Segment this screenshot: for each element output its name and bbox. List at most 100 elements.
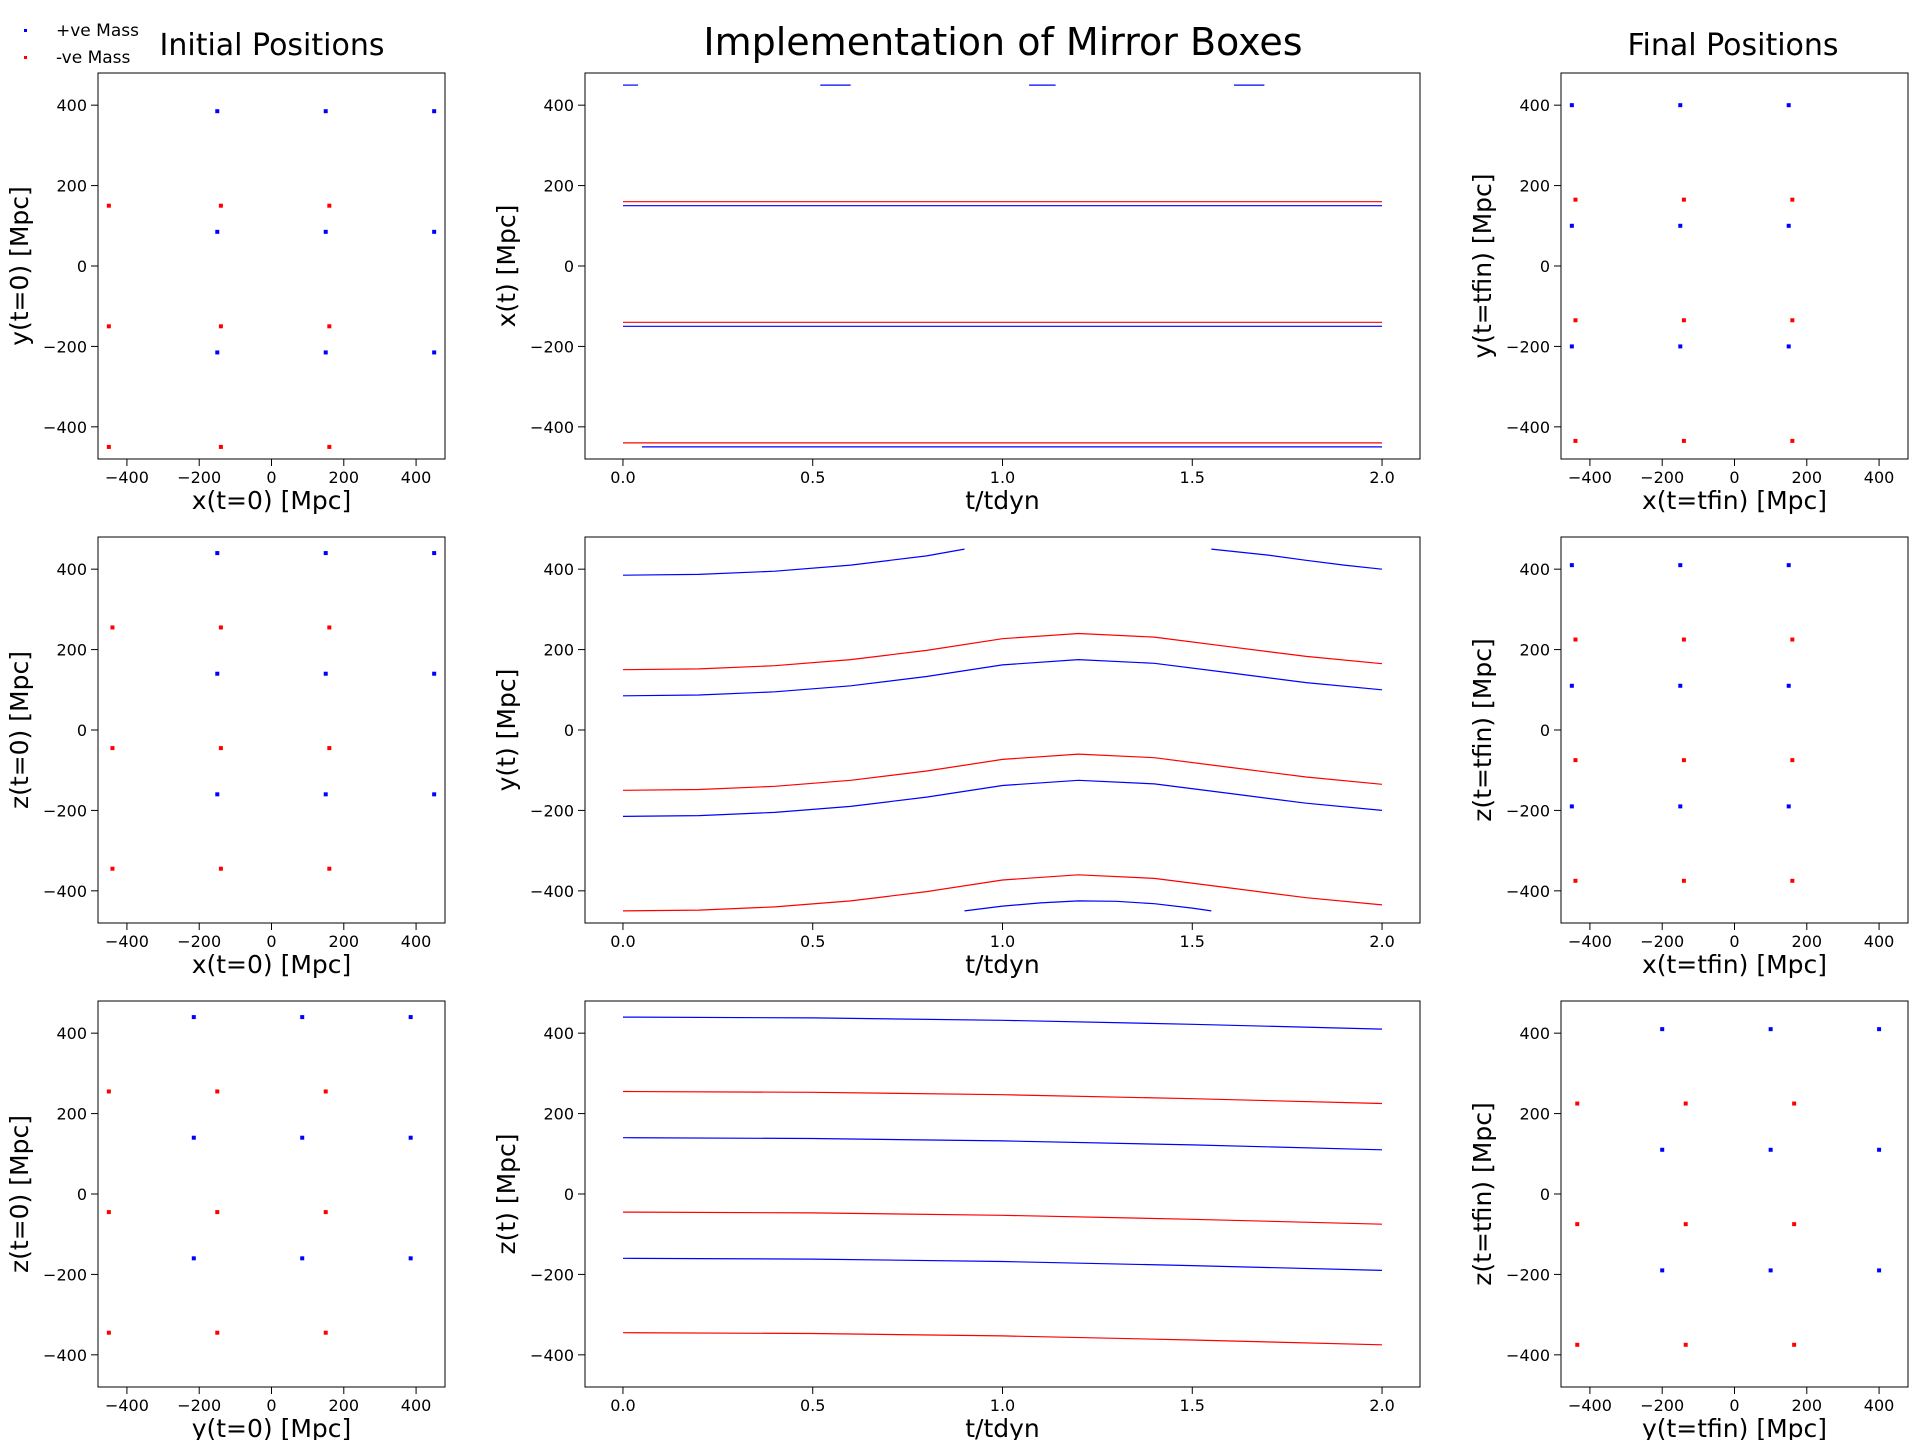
x-tick-label: −400 <box>1568 932 1612 951</box>
scatter-point <box>323 229 328 234</box>
scatter-point <box>106 324 111 329</box>
scatter-point <box>432 792 437 797</box>
scatter-point <box>1573 438 1578 443</box>
scatter-point <box>1786 344 1791 349</box>
scatter-point <box>327 625 332 630</box>
series-negative <box>622 1090 1383 1346</box>
legend-label-positive: +ve Mass <box>56 21 139 41</box>
scatter-point <box>323 1330 328 1335</box>
plot-frame <box>584 1000 1421 1388</box>
x-tick-label: 2.0 <box>1369 1396 1394 1415</box>
x-tick-label: 2.0 <box>1369 932 1394 951</box>
scatter-point <box>323 1210 328 1215</box>
series-positive <box>215 109 437 355</box>
x-tick-label: 400 <box>401 1396 432 1415</box>
y-tick-label: 400 <box>543 560 574 579</box>
col-title-initial: Initial Positions <box>160 28 385 63</box>
scatter-point <box>1790 438 1795 443</box>
plot-frame <box>97 72 446 460</box>
x-tick-label: 200 <box>1792 1396 1823 1415</box>
panel-p22: 0.0 0.5 1.0 1.5 2.0 −400 −200 0 200 400 t/tdyn y(t)… <box>492 536 1421 979</box>
plot-frame <box>584 72 1421 460</box>
series-line <box>622 1137 1383 1151</box>
x-tick-label: −400 <box>105 1396 149 1415</box>
series-positive <box>622 548 1383 912</box>
x-axis-label: x(t=tfin) [Mpc] <box>1642 950 1827 979</box>
series-negative <box>106 1089 328 1335</box>
plot-frame <box>584 536 1421 924</box>
y-tick-label: 0 <box>564 1185 574 1204</box>
scatter-point <box>1660 1268 1665 1273</box>
y-tick-label: −200 <box>1506 1265 1550 1284</box>
scatter-point <box>1660 1147 1665 1152</box>
y-tick-label: 0 <box>77 257 87 276</box>
scatter-point <box>215 551 220 556</box>
scatter-point <box>1683 1101 1688 1106</box>
scatter-point <box>1786 103 1791 108</box>
scatter-point <box>432 671 437 676</box>
scatter-point <box>1569 223 1574 228</box>
x-tick-label: 0 <box>1729 468 1739 487</box>
scatter-point <box>323 1089 328 1094</box>
panel-p32: 0.0 0.5 1.0 1.5 2.0 −400 −200 0 200 400 t/tdyn z(t)… <box>492 1000 1421 1440</box>
x-tick-label: 400 <box>401 932 432 951</box>
x-tick-label: 200 <box>329 1396 360 1415</box>
x-tick-label: 0.0 <box>610 932 635 951</box>
y-tick-label: −200 <box>43 801 87 820</box>
y-tick-label: −400 <box>43 882 87 901</box>
scatter-point <box>110 625 115 630</box>
series-negative <box>106 203 332 449</box>
legend-label-negative: -ve Mass <box>56 48 131 68</box>
scatter-point <box>218 746 223 751</box>
x-tick-label: −400 <box>1568 468 1612 487</box>
y-tick-label: 200 <box>1519 1105 1550 1124</box>
scatter-point <box>1681 438 1686 443</box>
series-negative <box>1573 197 1795 443</box>
panel-p11: −400 −200 0 200 400 −400 −200 0 200 400 x(t=0) [Mp… <box>5 72 446 515</box>
scatter-point <box>106 1330 111 1335</box>
series-positive <box>1660 1027 1882 1273</box>
series-positive <box>623 84 1382 448</box>
scatter-point <box>215 1089 220 1094</box>
y-tick-label: −200 <box>530 337 574 356</box>
y-tick-label: −400 <box>1506 418 1550 437</box>
x-axis-label: t/tdyn <box>965 486 1040 515</box>
x-tick-label: −200 <box>177 932 221 951</box>
y-tick-label: 0 <box>77 1185 87 1204</box>
x-tick-label: 0 <box>266 932 276 951</box>
scatter-point <box>218 444 223 449</box>
x-tick-label: −400 <box>105 932 149 951</box>
y-tick-label: 0 <box>564 721 574 740</box>
scatter-point <box>106 1089 111 1094</box>
y-axis-label: z(t) [Mpc] <box>492 1133 521 1254</box>
x-tick-label: 400 <box>1864 468 1895 487</box>
x-tick-label: 1.0 <box>990 1396 1015 1415</box>
series-positive <box>622 1016 1383 1271</box>
scatter-point <box>1575 1101 1580 1106</box>
y-tick-label: 0 <box>1540 1185 1550 1204</box>
scatter-point <box>1678 103 1683 108</box>
scatter-point <box>1768 1268 1773 1273</box>
series-line <box>964 900 1212 912</box>
series-negative <box>1575 1101 1797 1347</box>
scatter-point <box>408 1256 413 1261</box>
scatter-point <box>1683 1342 1688 1347</box>
scatter-point <box>327 444 332 449</box>
series-positive <box>191 1015 413 1261</box>
scatter-point <box>1790 878 1795 883</box>
x-tick-label: −200 <box>1640 468 1684 487</box>
scatter-point <box>218 203 223 208</box>
x-tick-label: 200 <box>329 932 360 951</box>
y-axis-label: z(t=tfin) [Mpc] <box>1468 1102 1497 1285</box>
y-tick-label: −400 <box>530 1346 574 1365</box>
series-line <box>622 1332 1383 1346</box>
series-line <box>622 1090 1383 1105</box>
y-tick-label: −200 <box>1506 337 1550 356</box>
series-positive <box>215 551 437 797</box>
y-tick-label: 200 <box>543 177 574 196</box>
y-tick-label: 400 <box>1519 560 1550 579</box>
y-tick-label: −200 <box>43 1265 87 1284</box>
y-tick-label: 400 <box>56 1024 87 1043</box>
y-tick-label: 0 <box>1540 721 1550 740</box>
scatter-point <box>323 350 328 355</box>
